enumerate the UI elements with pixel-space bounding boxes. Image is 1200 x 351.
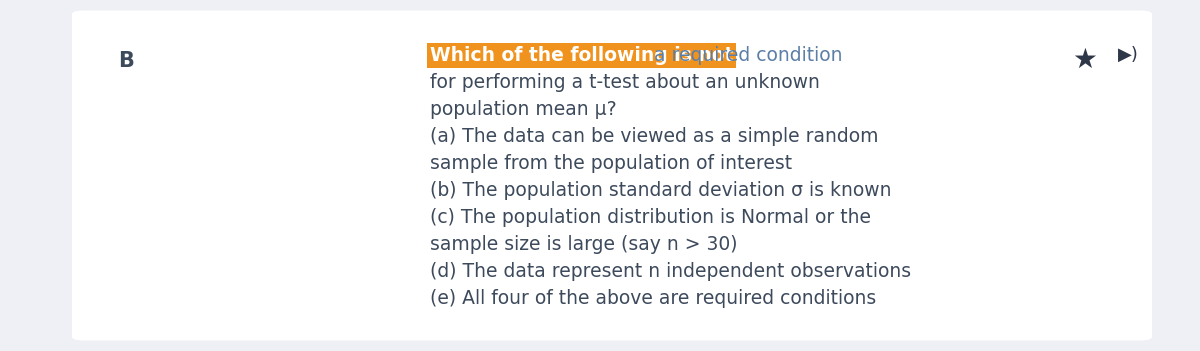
Text: (c) The population distribution is Normal or the: (c) The population distribution is Norma…: [430, 208, 871, 227]
Text: ★: ★: [1073, 46, 1098, 74]
Text: (d) The data represent n independent observations: (d) The data represent n independent obs…: [430, 262, 911, 281]
FancyBboxPatch shape: [72, 11, 1152, 340]
Text: sample from the population of interest: sample from the population of interest: [430, 154, 792, 173]
Text: Which of the following is not: Which of the following is not: [430, 46, 733, 65]
Text: (a) The data can be viewed as a simple random: (a) The data can be viewed as a simple r…: [430, 127, 878, 146]
Text: B: B: [118, 51, 134, 71]
Text: a required condition: a required condition: [654, 46, 842, 65]
Text: ▶): ▶): [1117, 46, 1139, 64]
Text: (b) The population standard deviation σ is known: (b) The population standard deviation σ …: [430, 181, 892, 200]
Text: for performing a t-test about an unknown: for performing a t-test about an unknown: [430, 73, 820, 92]
Text: (e) All four of the above are required conditions: (e) All four of the above are required c…: [430, 289, 876, 308]
Text: sample size is large (say n > 30): sample size is large (say n > 30): [430, 235, 738, 254]
Text: population mean μ?: population mean μ?: [430, 100, 617, 119]
